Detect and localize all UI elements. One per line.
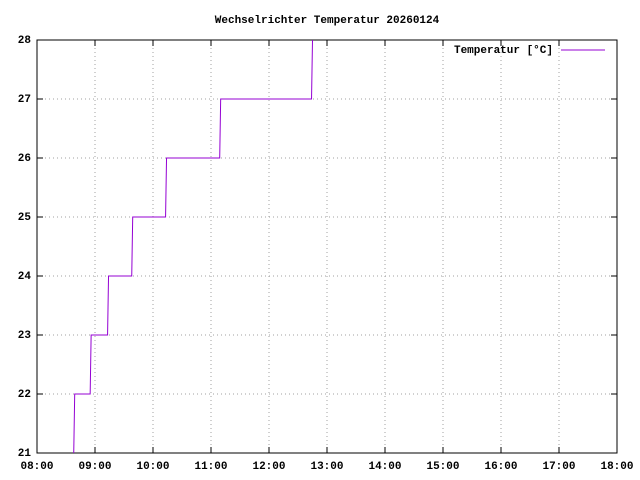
x-tick-label: 13:00 <box>310 461 343 473</box>
y-tick-label: 24 <box>18 271 32 283</box>
x-tick-label: 18:00 <box>600 461 633 473</box>
chart-title: Wechselrichter Temperatur 20260124 <box>215 15 440 27</box>
y-tick-label: 28 <box>18 35 32 47</box>
y-tick-label: 27 <box>18 94 31 106</box>
x-tick-label: 08:00 <box>20 461 53 473</box>
y-tick-label: 23 <box>18 330 32 342</box>
x-tick-label: 10:00 <box>136 461 169 473</box>
x-tick-label: 12:00 <box>252 461 285 473</box>
x-tick-label: 15:00 <box>426 461 459 473</box>
legend-label: Temperatur [°C] <box>454 45 553 57</box>
y-tick-label: 21 <box>18 448 32 460</box>
data-line <box>73 39 313 454</box>
y-tick-label: 26 <box>18 153 31 165</box>
y-tick-label: 25 <box>18 212 32 224</box>
x-tick-label: 11:00 <box>194 461 227 473</box>
y-tick-label: 22 <box>18 389 31 401</box>
x-tick-label: 16:00 <box>484 461 517 473</box>
x-tick-label: 09:00 <box>78 461 111 473</box>
plot-border <box>36 39 618 454</box>
x-tick-label: 14:00 <box>368 461 401 473</box>
x-tick-label: 17:00 <box>542 461 575 473</box>
